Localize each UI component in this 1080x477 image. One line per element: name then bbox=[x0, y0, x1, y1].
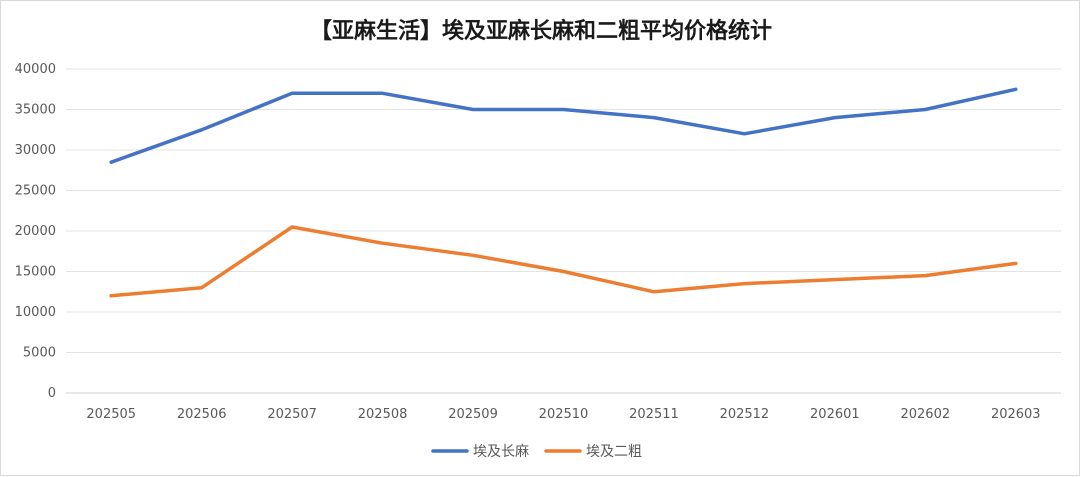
legend-label: 埃及二粗 bbox=[586, 444, 642, 460]
x-tick-label: 202506 bbox=[177, 407, 227, 422]
x-tick-label: 202507 bbox=[267, 407, 317, 422]
series-line-0 bbox=[111, 89, 1016, 162]
x-tick-label: 202603 bbox=[991, 407, 1041, 422]
y-tick-label: 40000 bbox=[15, 62, 56, 77]
legend-label: 埃及长麻 bbox=[473, 444, 529, 460]
x-tick-label: 202510 bbox=[539, 407, 589, 422]
x-tick-label: 202509 bbox=[448, 407, 498, 422]
y-tick-label: 25000 bbox=[15, 184, 56, 199]
y-tick-label: 0 bbox=[48, 386, 56, 401]
x-tick-label: 202512 bbox=[720, 407, 770, 422]
x-tick-label: 202511 bbox=[629, 407, 679, 422]
x-tick-label: 202601 bbox=[810, 407, 860, 422]
chart-title: 【亚麻生活】埃及亚麻长麻和二粗平均价格统计 bbox=[310, 18, 772, 44]
series-lines bbox=[111, 89, 1016, 296]
y-axis-ticks: 0 5000 10000 15000 20000 25000 30000 35000 40000 bbox=[15, 62, 56, 401]
legend: 埃及长麻 埃及二粗 bbox=[433, 444, 642, 460]
y-tick-label: 10000 bbox=[15, 305, 56, 320]
y-tick-label: 35000 bbox=[15, 103, 56, 118]
y-tick-label: 30000 bbox=[15, 143, 56, 158]
x-axis-ticks: 202505 202506 202507 202508 202509 202510 2025… bbox=[86, 407, 1040, 422]
x-tick-label: 202508 bbox=[358, 407, 408, 422]
y-tick-label: 15000 bbox=[15, 265, 56, 280]
x-tick-label: 202602 bbox=[900, 407, 950, 422]
y-tick-label: 20000 bbox=[15, 224, 56, 239]
x-tick-label: 202505 bbox=[86, 407, 136, 422]
grid-lines bbox=[66, 69, 1061, 393]
y-tick-label: 5000 bbox=[23, 346, 56, 361]
series-line-1 bbox=[111, 227, 1016, 296]
